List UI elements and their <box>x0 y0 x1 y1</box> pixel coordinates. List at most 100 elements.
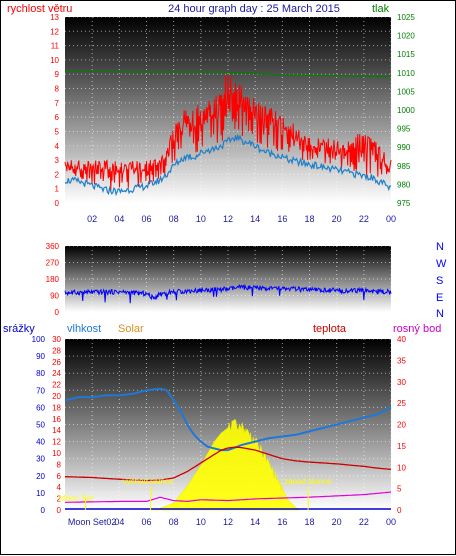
x-tick-label: 12 <box>223 517 233 527</box>
sunrise-label: východ slunce <box>123 477 174 486</box>
legend-humidity: vlhkost <box>67 323 101 335</box>
rain-tick-label: 50 <box>36 421 45 430</box>
pressure-axis-title: tlak <box>372 3 390 15</box>
wind-tick-label: 10 <box>50 56 59 65</box>
wind-tick-label: 6 <box>55 113 60 122</box>
rain-tick-label: 30 <box>36 455 45 464</box>
compass-label: N <box>436 241 444 253</box>
x-tick-label: 08 <box>169 214 179 224</box>
temp-tick-label: 35 <box>397 356 406 365</box>
pressure-tick-label: 1010 <box>397 69 415 78</box>
pressure-tick-label: 1020 <box>397 32 415 41</box>
x-tick-label: 06 <box>141 517 151 527</box>
humidity-tick-label: 28 <box>52 346 61 355</box>
humidity-tick-label: 10 <box>52 449 61 458</box>
humidity-tick-label: 26 <box>52 358 61 367</box>
wind-gust-line <box>64 74 392 191</box>
x-tick-label: 10 <box>196 214 206 224</box>
humidity-tick-label: 24 <box>52 369 61 378</box>
dewpoint-line <box>65 491 392 503</box>
legend-temperature: teplota <box>313 323 347 335</box>
temp-tick-label: 20 <box>397 421 406 430</box>
wind-tick-label: 0 <box>55 199 60 208</box>
humidity-tick-label: 14 <box>52 426 61 435</box>
graph-title: 24 hour graph day : 25 March 2015 <box>168 3 340 15</box>
x-tick-label: 12 <box>223 214 233 224</box>
wind-tick-label: 12 <box>50 27 59 36</box>
temp-tick-label: 25 <box>397 399 406 408</box>
compass-label: W <box>436 258 447 270</box>
temperature-line <box>65 446 392 482</box>
x-tick-label: Moon Set02 <box>68 517 117 527</box>
humidity-tick-label: 4 <box>57 483 62 492</box>
temp-tick-label: 40 <box>397 335 406 344</box>
compass-label: E <box>436 292 443 304</box>
temp-tick-label: 0 <box>397 506 402 515</box>
rain-tick-label: 100 <box>32 335 46 344</box>
pressure-tick-label: 990 <box>397 143 411 152</box>
temp-tick-label: 10 <box>397 463 406 472</box>
pressure-tick-label: 995 <box>397 125 411 134</box>
wind-avg-line <box>64 133 392 197</box>
legend-dewpoint: rosný bod <box>393 323 441 335</box>
sunset-label: západ slunce <box>284 477 332 486</box>
moonset-label: Moon Set <box>59 494 94 503</box>
humidity-tick-label: 12 <box>52 438 61 447</box>
pressure-tick-label: 1000 <box>397 106 415 115</box>
humidity-tick-label: 20 <box>52 392 61 401</box>
x-tick-label: 22 <box>359 517 369 527</box>
x-tick-label: 16 <box>277 517 287 527</box>
rain-tick-label: 70 <box>36 386 45 395</box>
rain-tick-label: 10 <box>36 489 45 498</box>
x-tick-label: 14 <box>250 517 260 527</box>
wind-tick-label: 7 <box>55 99 60 108</box>
x-tick-label: 14 <box>250 214 260 224</box>
humidity-tick-label: 22 <box>52 381 61 390</box>
wind-tick-label: 1 <box>55 185 60 194</box>
x-tick-label: 10 <box>196 517 206 527</box>
compass-label: N <box>436 308 444 320</box>
x-tick-label: 18 <box>304 517 314 527</box>
temp-tick-label: 5 <box>397 485 402 494</box>
x-tick-label: 20 <box>332 517 342 527</box>
rain-tick-label: 60 <box>36 403 45 412</box>
pressure-tick-label: 980 <box>397 180 411 189</box>
x-tick-label: 02 <box>87 214 97 224</box>
wind-tick-label: 2 <box>55 170 60 179</box>
humidity-tick-label: 16 <box>52 415 61 424</box>
humidity-tick-label: 30 <box>52 335 61 344</box>
humidity-tick-label: 8 <box>57 460 62 469</box>
wind-tick-label: 11 <box>51 42 60 51</box>
rain-tick-label: 90 <box>36 352 45 361</box>
rain-tick-label: 0 <box>41 506 46 515</box>
x-tick-label: 06 <box>141 214 151 224</box>
direction-tick-label: 270 <box>46 259 60 268</box>
humidity-line <box>64 387 392 452</box>
rain-tick-label: 40 <box>36 438 45 447</box>
humidity-tick-label: 2 <box>57 495 62 504</box>
legend-solar: Solar <box>118 323 144 335</box>
compass-label: S <box>436 275 443 287</box>
legend-rain: srážky <box>3 323 35 335</box>
x-tick-label: 20 <box>332 214 342 224</box>
x-tick-label: 16 <box>277 214 287 224</box>
humidity-tick-label: 6 <box>57 472 62 481</box>
pressure-tick-label: 975 <box>397 199 411 208</box>
wind-tick-label: 5 <box>55 127 60 136</box>
x-tick-label: 00 <box>386 517 396 527</box>
wind-tick-label: 3 <box>55 156 60 165</box>
wind-direction-line <box>64 283 392 304</box>
pressure-line <box>64 70 392 78</box>
pressure-tick-label: 1015 <box>397 50 415 59</box>
x-tick-label: 22 <box>359 214 369 224</box>
pressure-tick-label: 1025 <box>397 13 415 22</box>
wind-axis-title: rychlost větru <box>7 3 72 15</box>
direction-tick-label: 90 <box>50 292 59 301</box>
direction-tick-label: 180 <box>46 275 60 284</box>
x-tick-label: 04 <box>114 517 124 527</box>
x-tick-label: 00 <box>386 214 396 224</box>
humidity-tick-label: 18 <box>52 403 61 412</box>
rain-tick-label: 20 <box>36 472 45 481</box>
